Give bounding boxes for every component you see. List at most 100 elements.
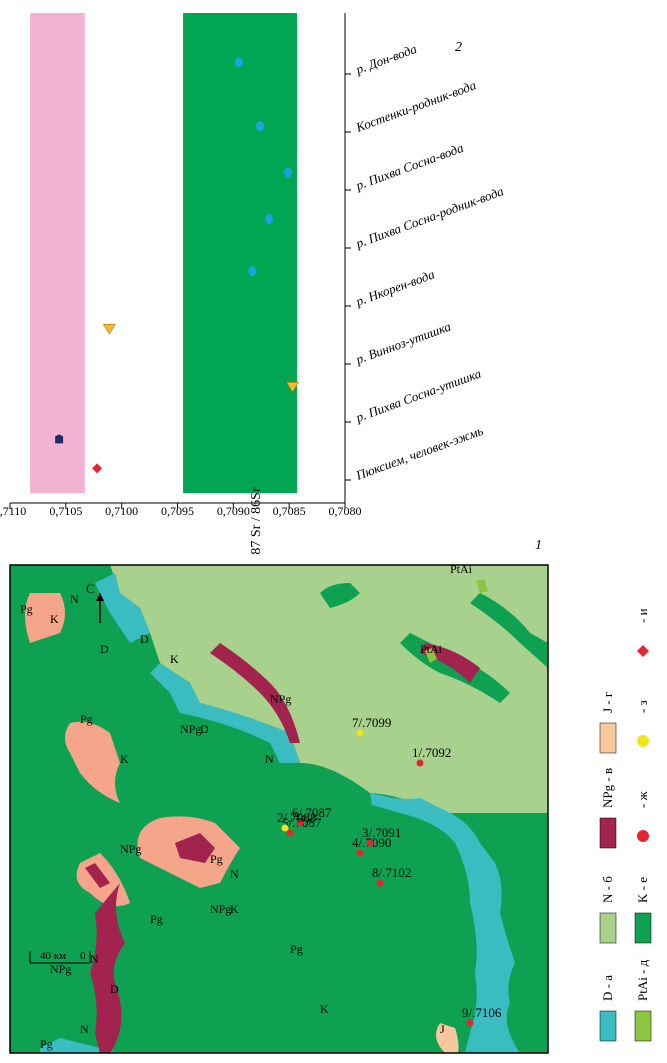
y-tick-label: 0,7095 <box>161 504 194 518</box>
formation-label-N: N <box>230 867 239 881</box>
sample-label: 8/.7102 <box>372 865 411 880</box>
data-point-triangle <box>286 381 299 393</box>
data-point-ellipse <box>256 121 265 132</box>
panel-label-1: 1 <box>535 538 542 553</box>
sample-point <box>356 729 364 737</box>
data-point-triangle <box>102 323 116 335</box>
isotope-chart: 0,7080 0,7085 0,7090 0,7095 0,7100 0,7105 0,71… <box>0 13 542 555</box>
data-point-ellipse <box>248 266 257 277</box>
formation-label-K: K <box>170 652 179 666</box>
category-label: р. Пихва Сосна-родник-вода <box>353 183 506 251</box>
formation-label-N: N <box>90 952 99 966</box>
chart-bands <box>30 13 297 493</box>
legend-swatch <box>599 1010 617 1042</box>
formation-NPg-area <box>420 643 480 683</box>
formation-label-K: K <box>50 612 59 626</box>
formation-D-area <box>370 793 520 1053</box>
legend-swatch <box>637 645 649 657</box>
legend-swatch <box>599 722 617 754</box>
category-label: р. Пихва Сосна-вода <box>353 140 466 193</box>
scale-zero: 0 <box>80 950 86 962</box>
formation-label-Pg: Pg <box>40 1037 53 1051</box>
chart-marks <box>55 57 299 474</box>
band-pink <box>30 13 85 493</box>
map-legend: D - а PtAi - д N - б K - е NPg - в - ж J - г - … <box>599 608 652 1042</box>
formation-NPg-area <box>85 863 110 888</box>
north-arrow: С <box>86 581 104 623</box>
north-arrow-label: С <box>86 581 95 596</box>
category-label: р. Пихва Сосна-утишка <box>353 365 484 425</box>
legend-label: N - б <box>600 876 615 903</box>
formation-label-PtAi: PtAi <box>420 642 443 656</box>
formation-label-K: K <box>230 902 239 916</box>
formation-label-D: D <box>110 982 119 996</box>
formation-N-area <box>110 565 548 813</box>
formation-PtAi-area <box>476 579 488 593</box>
map-frame <box>9 564 549 1054</box>
formation-D-area <box>150 663 300 763</box>
data-point-diamond <box>92 463 103 474</box>
formation-label-N: N <box>80 1022 89 1036</box>
category-label: р. Дон-вода <box>353 41 419 77</box>
data-point-pentagon <box>55 434 64 444</box>
category-label: р. Нкорен-вода <box>353 266 437 309</box>
legend-swatch <box>634 1010 652 1042</box>
formation-label-N: N <box>70 592 79 606</box>
legend-label: - и <box>635 608 650 623</box>
legend-swatch <box>637 830 649 842</box>
formation-K-area <box>470 593 548 668</box>
y-tick-label: 0,7110 <box>0 504 26 518</box>
data-point-ellipse <box>234 57 243 68</box>
formation-label-Pg: Pg <box>150 912 163 926</box>
y-tick-label: 0,7090 <box>217 504 250 518</box>
map-sample-points: 9/.71068/.71024/.70903/.70915/.70876/.70… <box>277 715 502 1027</box>
formation-PtAi-area <box>425 648 437 663</box>
formation-label-Pg: Pg <box>290 942 303 956</box>
sample-point <box>366 839 374 847</box>
legend-label: NPg - в <box>600 768 615 808</box>
formation-Pg-area <box>65 721 120 803</box>
sample-label: 3/.7091 <box>362 825 401 840</box>
legend-label: J - г <box>600 692 615 713</box>
sample-point <box>466 1019 474 1027</box>
data-point-ellipse <box>284 167 293 178</box>
y-axis-label: 87 Sr / 86Sr <box>249 487 264 555</box>
sample-label: 6/.7087 <box>292 805 332 820</box>
formation-label-NPg: NPg <box>210 902 231 916</box>
sample-point <box>416 759 424 767</box>
geologic-map: NNNNNKKKKKDDDDPgPgPgPgPgPgNPgNPgNPgNPgNP… <box>9 562 549 1054</box>
sample-label: 1/.7092 <box>412 745 451 760</box>
formation-label-NPg: NPg <box>180 722 201 736</box>
formation-D-area <box>95 573 150 643</box>
sample-point <box>286 829 294 837</box>
formation-label-J: J <box>440 1022 445 1036</box>
formation-NPg-area <box>210 643 300 743</box>
sample-point <box>296 819 304 827</box>
legend-swatch <box>599 817 617 849</box>
formation-label-K: K <box>320 1002 329 1016</box>
legend-label: - ж <box>635 790 650 808</box>
formation-label-D: D <box>200 722 209 736</box>
scale-40km: 40 км <box>40 950 66 962</box>
band-green <box>183 13 297 493</box>
formation-label-NPg: NPg <box>120 842 141 856</box>
y-tick-label: 0,7085 <box>273 504 306 518</box>
formation-Pg-area <box>25 593 65 643</box>
sample-label: 7/.7099 <box>352 715 391 730</box>
formation-K-area <box>320 583 360 608</box>
formation-label-N: N <box>265 752 274 766</box>
legend-label: PtAi - д <box>635 959 650 1001</box>
formation-label-NPg: NPg <box>50 962 71 976</box>
legend-swatch <box>637 735 649 747</box>
sample-point <box>356 849 364 857</box>
legend-swatch <box>599 912 617 944</box>
formation-J-area <box>436 1023 459 1053</box>
formation-NPg-area <box>90 883 125 1053</box>
formation-label-Pg: Pg <box>20 602 33 616</box>
sample-point <box>376 879 384 887</box>
category-label: р. Винноз-утишка <box>353 318 453 367</box>
panel-label-2: 2 <box>455 40 462 55</box>
